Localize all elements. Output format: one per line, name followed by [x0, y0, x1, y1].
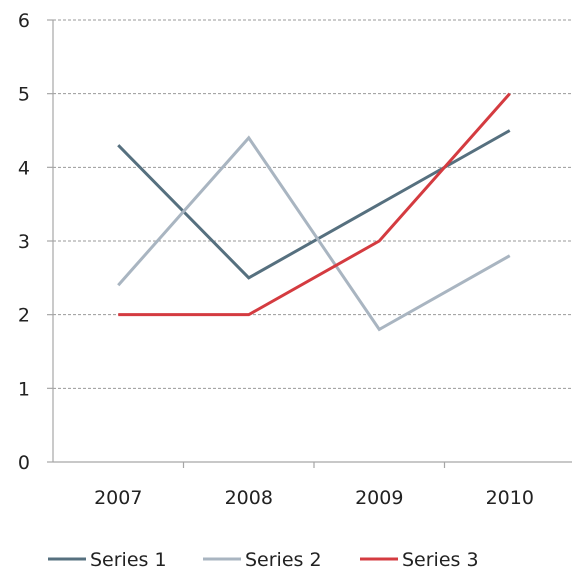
- series-line-1: [117, 129, 511, 280]
- legend-label-1: Series 1: [90, 549, 167, 571]
- x-tick-label-2009: 2009: [355, 487, 403, 509]
- tick-labels: 0 1 2 3 4 5 6 2007 2008 2009 2010: [18, 10, 534, 509]
- legend-item-3: Series 3: [360, 549, 479, 571]
- y-tick-label-3: 3: [18, 231, 30, 253]
- legend-label-3: Series 3: [402, 549, 479, 571]
- y-tick-label-4: 4: [18, 157, 30, 179]
- series-line-2: [117, 135, 511, 332]
- gridlines: [53, 19, 572, 389]
- y-tick-label-5: 5: [18, 84, 30, 106]
- legend: Series 1 Series 2 Series 3: [48, 549, 479, 571]
- x-tick-label-2007: 2007: [94, 487, 142, 509]
- y-tick-label-2: 2: [18, 305, 30, 327]
- x-tick-label-2010: 2010: [486, 487, 534, 509]
- y-tick-label-1: 1: [18, 378, 30, 400]
- legend-item-1: Series 1: [48, 549, 167, 571]
- x-tick-label-2008: 2008: [225, 487, 273, 509]
- axes: [47, 19, 572, 468]
- series-line-3: [118, 92, 511, 317]
- y-tick-label-0: 0: [18, 452, 30, 474]
- legend-label-2: Series 2: [245, 549, 322, 571]
- y-tick-label-6: 6: [18, 10, 30, 32]
- legend-item-2: Series 2: [203, 549, 322, 571]
- series-lines: [117, 92, 511, 332]
